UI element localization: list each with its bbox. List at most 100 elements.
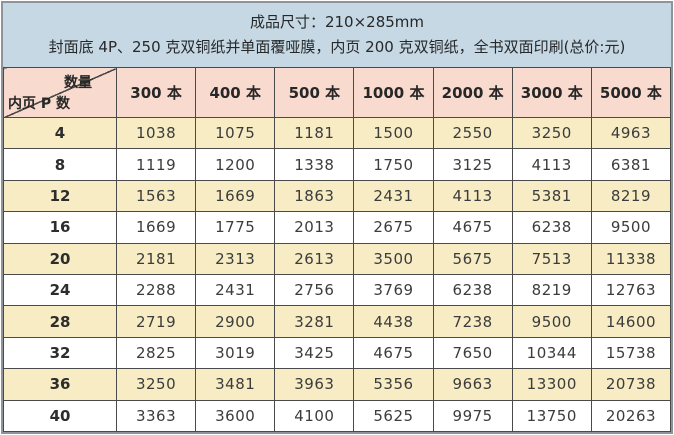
corner-pages-label: 内页 P 数 <box>8 96 71 112</box>
price-cell: 3600 <box>195 399 276 433</box>
price-cell: 2313 <box>195 242 276 275</box>
table-body: 4 1038 1075 1181 1500 2550 3250 4963 8 1119 1200 13… <box>3 116 672 433</box>
price-cell: 5381 <box>511 179 592 213</box>
price-cell: 4438 <box>353 305 434 338</box>
price-cell: 20263 <box>590 399 672 433</box>
price-cell: 3769 <box>353 273 434 307</box>
price-cell: 4963 <box>590 116 672 150</box>
table-row: 20 2181 2313 2613 3500 5675 7513 11338 <box>3 242 672 275</box>
price-cell: 9500 <box>590 211 672 244</box>
column-header: 500 本 <box>274 67 355 118</box>
table-row: 24 2288 2431 2756 3769 6238 8219 12763 <box>3 273 672 307</box>
price-table: 数量 内页 P 数 300 本 400 本 500 本 1000 本 2000 本 300… <box>3 67 672 433</box>
price-cell: 5356 <box>353 368 434 401</box>
price-cell: 2550 <box>432 116 513 150</box>
price-cell: 15738 <box>590 336 672 370</box>
price-cell: 3963 <box>274 368 355 401</box>
price-cell: 2431 <box>353 179 434 213</box>
spec-header: 成品尺寸：210×285mm 封面底 4P、250 克双铜纸并单面覆哑膜，内页 … <box>3 3 671 67</box>
price-cell: 1750 <box>353 148 434 181</box>
table-row: 8 1119 1200 1338 1750 3125 4113 6381 <box>3 148 672 181</box>
price-cell: 3363 <box>115 399 197 433</box>
column-header-row: 数量 内页 P 数 300 本 400 本 500 本 1000 本 2000 本 300… <box>3 67 672 118</box>
price-cell: 3250 <box>115 368 197 401</box>
price-cell: 6238 <box>511 211 592 244</box>
price-cell: 1500 <box>353 116 434 150</box>
price-cell: 7513 <box>511 242 592 275</box>
price-cell: 9500 <box>511 305 592 338</box>
price-cell: 7650 <box>432 336 513 370</box>
price-cell: 4675 <box>432 211 513 244</box>
price-cell: 3125 <box>432 148 513 181</box>
table-row: 28 2719 2900 3281 4438 7238 9500 14600 <box>3 305 672 338</box>
row-label: 36 <box>3 368 117 401</box>
row-label: 32 <box>3 336 117 370</box>
price-cell: 7238 <box>432 305 513 338</box>
price-cell: 2825 <box>115 336 197 370</box>
price-cell: 12763 <box>590 273 672 307</box>
row-label: 20 <box>3 242 117 275</box>
row-label: 16 <box>3 211 117 244</box>
table-row: 12 1563 1669 1863 2431 4113 5381 8219 <box>3 179 672 213</box>
price-cell: 3500 <box>353 242 434 275</box>
price-cell: 1863 <box>274 179 355 213</box>
price-cell: 1669 <box>115 211 197 244</box>
price-cell: 4100 <box>274 399 355 433</box>
column-header: 400 本 <box>195 67 276 118</box>
price-cell: 3250 <box>511 116 592 150</box>
price-cell: 1338 <box>274 148 355 181</box>
column-header: 5000 本 <box>590 67 672 118</box>
price-cell: 9663 <box>432 368 513 401</box>
column-header: 3000 本 <box>511 67 592 118</box>
corner-quantity-label: 数量 <box>64 75 92 91</box>
price-cell: 2900 <box>195 305 276 338</box>
price-cell: 3425 <box>274 336 355 370</box>
price-cell: 1200 <box>195 148 276 181</box>
price-cell: 2288 <box>115 273 197 307</box>
price-cell: 4113 <box>511 148 592 181</box>
price-cell: 14600 <box>590 305 672 338</box>
product-size-text: 成品尺寸：210×285mm <box>249 13 425 31</box>
price-cell: 2431 <box>195 273 276 307</box>
price-cell: 1119 <box>115 148 197 181</box>
price-cell: 3481 <box>195 368 276 401</box>
price-cell: 2613 <box>274 242 355 275</box>
corner-cell: 数量 内页 P 数 <box>3 67 117 118</box>
table-row: 36 3250 3481 3963 5356 9663 13300 20738 <box>3 368 672 401</box>
price-cell: 9975 <box>432 399 513 433</box>
price-cell: 2675 <box>353 211 434 244</box>
table-row: 4 1038 1075 1181 1500 2550 3250 4963 <box>3 116 672 150</box>
table-row: 40 3363 3600 4100 5625 9975 13750 20263 <box>3 399 672 433</box>
price-cell: 2756 <box>274 273 355 307</box>
price-cell: 11338 <box>590 242 672 275</box>
row-label: 4 <box>3 116 117 150</box>
price-cell: 5625 <box>353 399 434 433</box>
price-cell: 1075 <box>195 116 276 150</box>
price-cell: 1181 <box>274 116 355 150</box>
price-cell: 4675 <box>353 336 434 370</box>
column-header: 300 本 <box>115 67 197 118</box>
price-cell: 1775 <box>195 211 276 244</box>
row-label: 40 <box>3 399 117 433</box>
price-cell: 2013 <box>274 211 355 244</box>
column-header: 1000 本 <box>353 67 434 118</box>
price-cell: 3281 <box>274 305 355 338</box>
price-cell: 2181 <box>115 242 197 275</box>
column-header: 2000 本 <box>432 67 513 118</box>
price-cell: 1038 <box>115 116 197 150</box>
price-cell: 3019 <box>195 336 276 370</box>
price-cell: 1669 <box>195 179 276 213</box>
row-label: 28 <box>3 305 117 338</box>
price-cell: 4113 <box>432 179 513 213</box>
table-row: 16 1669 1775 2013 2675 4675 6238 9500 <box>3 211 672 244</box>
price-cell: 2719 <box>115 305 197 338</box>
price-cell: 6238 <box>432 273 513 307</box>
row-label: 24 <box>3 273 117 307</box>
row-label: 12 <box>3 179 117 213</box>
price-cell: 10344 <box>511 336 592 370</box>
price-cell: 13300 <box>511 368 592 401</box>
table-head: 数量 内页 P 数 300 本 400 本 500 本 1000 本 2000 本 300… <box>3 67 672 118</box>
price-cell: 1563 <box>115 179 197 213</box>
price-cell: 6381 <box>590 148 672 181</box>
